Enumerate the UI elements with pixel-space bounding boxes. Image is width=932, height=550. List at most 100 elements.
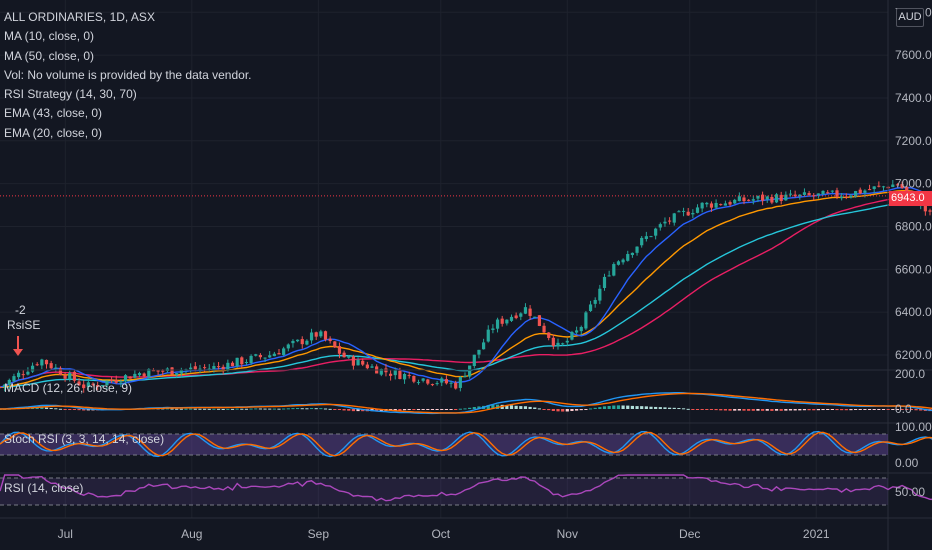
macd-histogram-bar xyxy=(872,409,876,410)
macd-histogram-bar xyxy=(802,409,807,411)
candle-body xyxy=(835,190,839,197)
candle-body xyxy=(681,210,686,212)
macd-histogram-bar xyxy=(454,409,458,410)
macd-histogram-bar xyxy=(491,404,495,409)
rsi-pane-label[interactable]: RSI (14, close) xyxy=(4,481,84,495)
macd-histogram-bar xyxy=(630,405,634,409)
time-axis-label: Dec xyxy=(679,527,700,541)
candle-body xyxy=(863,190,867,193)
candle-body xyxy=(370,366,374,368)
candle-body xyxy=(635,246,639,253)
macd-histogram-bar xyxy=(435,409,439,410)
candle-body xyxy=(82,384,86,389)
candle-body xyxy=(691,212,695,215)
macd-histogram-bar xyxy=(654,406,658,409)
candle-body xyxy=(477,349,481,355)
candle-body xyxy=(421,378,425,381)
candle-body xyxy=(798,194,802,197)
macd-histogram-bar xyxy=(244,408,249,410)
macd-histogram-bar xyxy=(216,408,221,410)
candle-body xyxy=(509,316,514,321)
candle-body xyxy=(300,339,304,345)
candle-body xyxy=(416,382,421,384)
macd-axis-label: 200.0 xyxy=(895,367,925,381)
macd-histogram-bar xyxy=(691,409,695,410)
macd-histogram-bar xyxy=(756,409,760,411)
candle-body xyxy=(342,352,346,358)
candle-body xyxy=(444,379,448,384)
macd-histogram-bar xyxy=(858,409,862,410)
candle-body xyxy=(12,376,16,382)
macd-histogram-bar xyxy=(468,407,472,409)
currency-button[interactable]: AUD xyxy=(896,8,924,27)
candle-body xyxy=(900,184,904,189)
candle-body xyxy=(709,203,714,208)
candle-body xyxy=(40,359,44,366)
macd-histogram-bar xyxy=(705,409,709,410)
candle-body xyxy=(282,348,286,356)
macd-histogram-bar xyxy=(319,408,323,410)
candle-body xyxy=(137,373,142,376)
candle-body xyxy=(891,184,895,188)
candle-body xyxy=(398,370,402,380)
candle-body xyxy=(593,299,597,304)
macd-pane-label[interactable]: MACD (12, 26, close, 9) xyxy=(4,381,133,395)
macd-histogram-bar xyxy=(203,408,207,410)
macd-histogram-bar xyxy=(184,408,188,410)
candle-body xyxy=(779,194,783,202)
macd-histogram-bar xyxy=(528,406,532,409)
macd-histogram-bar xyxy=(398,409,402,411)
macd-histogram-bar xyxy=(351,409,355,412)
candle-body xyxy=(91,383,95,385)
macd-histogram-bar xyxy=(77,409,81,411)
macd-histogram-bar xyxy=(919,409,923,411)
macd-histogram-bar xyxy=(221,408,225,410)
macd-histogram-bar xyxy=(695,409,700,410)
macd-histogram-bar xyxy=(342,409,346,411)
candle-body xyxy=(77,381,81,386)
macd-histogram-bar xyxy=(905,409,909,410)
macd-histogram-bar xyxy=(835,409,839,411)
candle-body xyxy=(663,221,667,224)
candle-body xyxy=(49,363,53,369)
candle-body xyxy=(644,236,648,239)
candle-body xyxy=(412,375,416,382)
macd-histogram-bar xyxy=(282,408,286,410)
candle-body xyxy=(207,368,211,370)
macd-histogram-bar xyxy=(863,409,867,410)
candle-body xyxy=(263,357,267,359)
macd-histogram-bar xyxy=(788,409,793,411)
macd-histogram-bar xyxy=(742,409,746,411)
candle-body xyxy=(430,384,435,386)
macd-histogram-bar xyxy=(519,406,523,409)
candle-body xyxy=(17,372,21,378)
macd-histogram-bar xyxy=(207,408,211,410)
macd-histogram-bar xyxy=(300,408,304,410)
macd-histogram-bar xyxy=(472,407,476,409)
macd-histogram-bar xyxy=(593,407,597,409)
candle-body xyxy=(277,353,281,355)
candle-body xyxy=(523,307,528,314)
macd-histogram-bar xyxy=(816,409,820,411)
macd-histogram-bar xyxy=(891,409,895,410)
macd-histogram-bar xyxy=(416,409,421,411)
candle-body xyxy=(816,193,820,195)
macd-histogram-bar xyxy=(621,405,625,409)
macd-histogram-bar xyxy=(537,408,541,410)
candle-body xyxy=(319,331,323,337)
macd-histogram-bar xyxy=(533,407,537,409)
macd-histogram-bar xyxy=(235,408,239,410)
macd-histogram-bar xyxy=(505,405,509,409)
macd-histogram-bar xyxy=(677,408,681,410)
candle-body xyxy=(296,339,300,342)
candle-body xyxy=(68,372,72,380)
stoch-rsi-pane-label[interactable]: Stoch RSI (3, 3, 14, 14, close) xyxy=(4,432,165,446)
candle-body xyxy=(189,367,193,370)
macd-histogram-bar xyxy=(523,406,528,409)
candle-body xyxy=(170,367,174,375)
macd-histogram-bar xyxy=(867,409,872,410)
macd-histogram-bar xyxy=(644,406,648,409)
strategy-signal-label: -2 RsiSE xyxy=(7,303,40,333)
macd-histogram-bar xyxy=(68,409,72,410)
